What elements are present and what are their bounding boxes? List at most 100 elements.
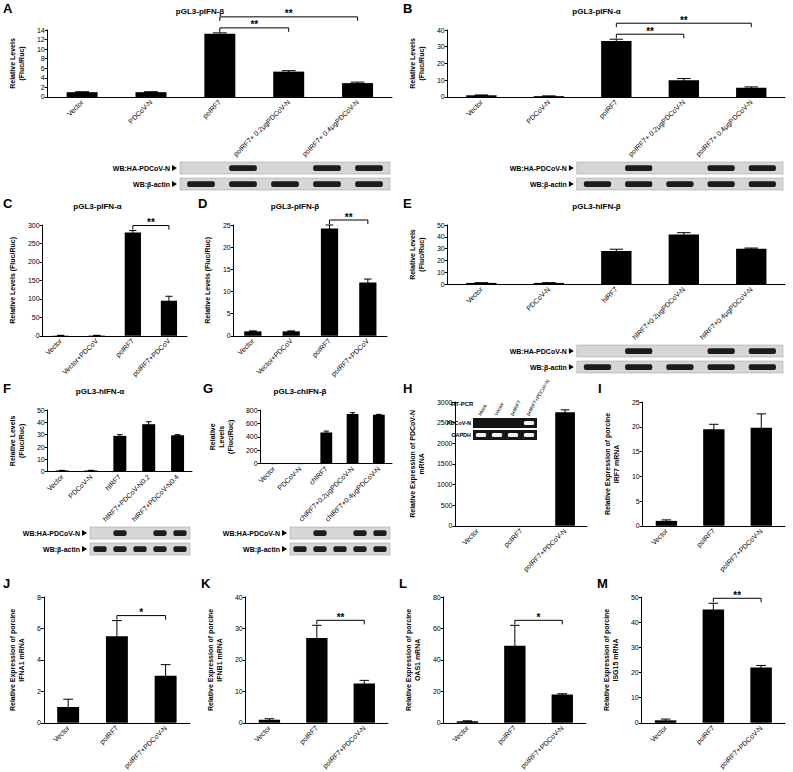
svg-text:F: F <box>3 381 11 396</box>
svg-text:(Fluc/Ruc): (Fluc/Ruc) <box>18 46 26 80</box>
svg-text:pGL3-pIFN-β: pGL3-pIFN-β <box>176 7 225 16</box>
svg-text:WB:β-actin: WB:β-actin <box>530 364 567 372</box>
svg-text:2000: 2000 <box>437 440 453 447</box>
svg-text:PDCoV-N: PDCoV-N <box>525 98 551 124</box>
svg-text:40: 40 <box>433 656 441 663</box>
svg-text:poIRF7+PDCoV: poIRF7+PDCoV <box>131 337 172 378</box>
svg-text:**: ** <box>646 26 654 37</box>
svg-text:poIRF7+PDCoV-N: poIRF7+PDCoV-N <box>525 378 551 417</box>
svg-text:poIRF7+ 0.2μgPDCoV-N: poIRF7+ 0.2μgPDCoV-N <box>627 98 687 158</box>
svg-text:6: 6 <box>37 625 41 632</box>
svg-text:50: 50 <box>437 222 445 229</box>
svg-text:Relative: Relative <box>209 423 216 450</box>
svg-text:poIRF7: poIRF7 <box>298 724 320 746</box>
svg-text:8: 8 <box>37 594 41 601</box>
svg-text:30: 30 <box>235 625 243 632</box>
svg-text:WB:β-actin: WB:β-actin <box>43 546 80 554</box>
svg-text:8: 8 <box>41 55 45 62</box>
svg-text:Vector: Vector <box>44 337 63 356</box>
svg-text:(Fluc/Ruc): (Fluc/Ruc) <box>18 424 26 458</box>
svg-text:poIRF7+ 0.4μgPDCoV-N: poIRF7+ 0.4μgPDCoV-N <box>301 98 361 158</box>
svg-text:OAS1 mRNA: OAS1 mRNA <box>414 639 421 681</box>
svg-text:**: ** <box>337 612 345 623</box>
svg-text:WB:HA-PDCoV-N: WB:HA-PDCoV-N <box>510 165 567 172</box>
svg-text:Vector: Vector <box>66 98 85 117</box>
svg-text:pGL3-pIFN-α: pGL3-pIFN-α <box>572 7 621 16</box>
svg-text:15: 15 <box>632 448 640 455</box>
svg-text:PDCoV-N: PDCoV-N <box>276 465 302 491</box>
svg-text:0: 0 <box>37 719 41 726</box>
svg-text:poIRF7+ 0.2μgPDCoV-N: poIRF7+ 0.2μgPDCoV-N <box>232 98 292 158</box>
svg-text:4: 4 <box>37 656 41 663</box>
svg-text:0: 0 <box>437 719 441 726</box>
svg-text:hIRF7: hIRF7 <box>600 286 618 304</box>
svg-text:poIRF7: poIRF7 <box>695 527 717 549</box>
svg-text:25: 25 <box>632 399 640 406</box>
svg-text:B: B <box>403 1 412 16</box>
svg-text:C: C <box>3 196 13 211</box>
svg-text:6: 6 <box>41 65 45 72</box>
svg-text:(Fluc/Ruc): (Fluc/Ruc) <box>418 46 426 80</box>
svg-text:0: 0 <box>41 468 45 475</box>
svg-text:hIRF7+0.4μgPDCoV-N: hIRF7+0.4μgPDCoV-N <box>699 286 755 342</box>
svg-text:10: 10 <box>631 694 639 701</box>
svg-text:30: 30 <box>631 644 639 651</box>
svg-text:H: H <box>403 381 412 396</box>
svg-text:Vector: Vector <box>52 724 71 743</box>
svg-text:20: 20 <box>632 423 640 430</box>
svg-text:Relative Expression of porcine: Relative Expression of porcine <box>604 413 612 515</box>
svg-text:20: 20 <box>223 244 231 251</box>
svg-text:D: D <box>198 196 207 211</box>
svg-text:(Fluc/Ruc): (Fluc/Ruc) <box>418 237 426 271</box>
svg-text:20: 20 <box>37 444 45 451</box>
svg-text:poIRF7: poIRF7 <box>201 98 223 120</box>
svg-text:Vector: Vector <box>461 527 480 546</box>
svg-text:Vector+PDCoV: Vector+PDCoV <box>61 337 100 376</box>
svg-text:Vector: Vector <box>465 285 484 304</box>
svg-text:G: G <box>203 381 213 396</box>
svg-text:4: 4 <box>41 74 45 81</box>
svg-text:10: 10 <box>437 77 445 84</box>
svg-text:50: 50 <box>37 407 45 414</box>
svg-text:600: 600 <box>246 420 258 427</box>
svg-text:poIRF7+PDCoV-N: poIRF7+PDCoV-N <box>718 724 764 770</box>
svg-text:5: 5 <box>227 310 231 317</box>
svg-text:poIRF7: poIRF7 <box>695 724 717 746</box>
svg-text:**: ** <box>250 19 258 30</box>
svg-text:hIRF7+0.2μgPDCoV-N: hIRF7+0.2μgPDCoV-N <box>631 286 687 342</box>
svg-text:20: 20 <box>235 656 243 663</box>
svg-text:Relative Expression of porcine: Relative Expression of porcine <box>9 609 17 711</box>
svg-text:WB:β-actin: WB:β-actin <box>133 181 170 189</box>
svg-text:2500: 2500 <box>437 419 453 426</box>
svg-text:0: 0 <box>41 93 45 100</box>
svg-text:pGL3-hIFN-α: pGL3-hIFN-α <box>76 387 125 396</box>
svg-text:40: 40 <box>631 619 639 626</box>
svg-text:IRF7 mRNA: IRF7 mRNA <box>613 445 620 484</box>
svg-text:PDCoV-N: PDCoV-N <box>447 420 471 426</box>
svg-text:0: 0 <box>36 332 40 339</box>
svg-text:**: ** <box>285 8 293 19</box>
svg-text:20: 20 <box>437 257 445 264</box>
svg-text:20: 20 <box>437 60 445 67</box>
svg-text:3000: 3000 <box>437 399 453 406</box>
svg-text:WB:HA-PDCoV-N: WB:HA-PDCoV-N <box>223 530 280 537</box>
svg-text:Relative Expression of PDCoV-N: Relative Expression of PDCoV-N <box>409 410 417 518</box>
svg-text:chIRF7: chIRF7 <box>308 465 329 486</box>
svg-text:10: 10 <box>632 473 640 480</box>
svg-text:40: 40 <box>235 594 243 601</box>
svg-text:WB:HA-PDCoV-N: WB:HA-PDCoV-N <box>113 165 170 172</box>
svg-text:1000: 1000 <box>437 481 453 488</box>
svg-text:200: 200 <box>246 447 258 454</box>
svg-text:Vector+PDCoV: Vector+PDCoV <box>255 337 294 376</box>
svg-text:poIRF7: poIRF7 <box>509 399 523 416</box>
svg-text:Vector: Vector <box>649 724 668 743</box>
svg-text:30: 30 <box>437 245 445 252</box>
svg-text:poIRF7+PDCoV: poIRF7+PDCoV <box>330 337 371 378</box>
svg-text:30: 30 <box>437 43 445 50</box>
svg-text:0: 0 <box>239 719 243 726</box>
svg-text:10: 10 <box>37 46 45 53</box>
svg-text:hIRF7+PDCoV-N0.4: hIRF7+PDCoV-N0.4 <box>130 473 180 523</box>
svg-text:2: 2 <box>37 688 41 695</box>
svg-text:5: 5 <box>636 498 640 505</box>
svg-text:M: M <box>597 576 608 591</box>
